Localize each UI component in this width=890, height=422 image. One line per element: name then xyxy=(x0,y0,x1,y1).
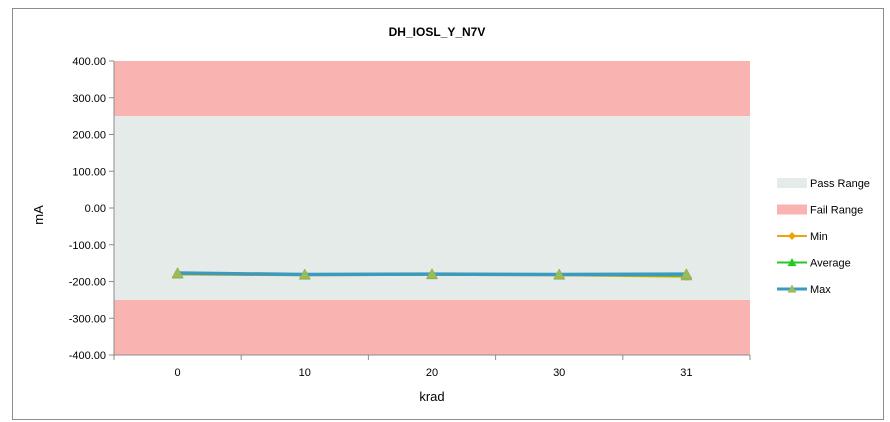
y-tick-label: 400.00 xyxy=(72,56,106,68)
legend-label: Min xyxy=(810,231,828,243)
x-tick-label: 10 xyxy=(299,367,311,379)
y-tick-label: 100.00 xyxy=(72,166,106,178)
series-markers xyxy=(171,267,693,281)
data-point-max xyxy=(171,267,184,278)
x-tick-label: 0 xyxy=(175,367,181,379)
legend-item-fail-range: Fail Range xyxy=(777,204,863,217)
data-point-max xyxy=(680,268,693,279)
legend-item-average: Average xyxy=(777,258,851,270)
y-tick-label: -100.00 xyxy=(69,240,106,252)
x-tick-label: 31 xyxy=(680,367,692,379)
legend-marker xyxy=(788,232,796,240)
y-tick-label: 0.00 xyxy=(85,203,106,215)
legend-label: Fail Range xyxy=(810,205,863,217)
fail-range-band xyxy=(114,61,750,117)
legend-label: Pass Range xyxy=(810,178,870,190)
y-axis-title: mA xyxy=(31,205,46,225)
x-tick-label: 20 xyxy=(426,367,438,379)
legend-item-min: Min xyxy=(777,231,828,243)
x-axis-title: krad xyxy=(419,389,444,404)
y-tick-label: -300.00 xyxy=(69,313,106,325)
data-point-max xyxy=(426,268,438,279)
legend: Pass Range Fail Range Min Average Max xyxy=(777,178,870,296)
legend-marker xyxy=(787,284,797,293)
y-tick-label: 200.00 xyxy=(72,130,106,142)
y-tick-label: -200.00 xyxy=(69,277,106,289)
y-tick-label: -400.00 xyxy=(69,350,106,362)
legend-label: Average xyxy=(810,258,851,270)
legend-marker xyxy=(787,258,797,267)
chart-svg: 400.00 300.00 200.00 100.00 0.00 -100.00 -200.… xyxy=(31,25,870,404)
chart-title: DH_IOSL_Y_N7V xyxy=(389,25,486,39)
data-point-max xyxy=(298,268,311,280)
legend-label: Max xyxy=(810,284,831,296)
y-tick-label: 300.00 xyxy=(72,93,106,105)
axes: 400.00 300.00 200.00 100.00 0.00 -100.00 -200.… xyxy=(69,56,751,379)
legend-item-max: Max xyxy=(777,284,831,296)
x-tick-label: 30 xyxy=(553,367,565,379)
legend-swatch xyxy=(777,204,807,215)
chart-area: 400.00 300.00 200.00 100.00 0.00 -100.00 -200.… xyxy=(12,8,884,420)
data-point-max xyxy=(553,268,566,280)
fail-range-band xyxy=(114,299,750,355)
legend-item-pass-range: Pass Range xyxy=(777,178,870,190)
range-bands xyxy=(114,61,750,355)
legend-swatch xyxy=(777,178,807,188)
